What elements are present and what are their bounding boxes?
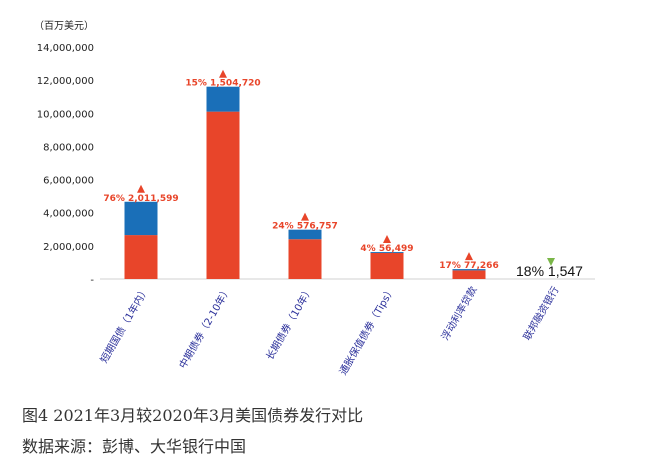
- y-tick-label: 14,000,000: [37, 43, 94, 54]
- y-tick-label: 6,000,000: [43, 176, 94, 187]
- category-label: 中期债券（2-10年）: [176, 284, 234, 371]
- bar-increase-segment: [124, 201, 158, 236]
- bar-increase-segment: [288, 229, 322, 240]
- bar-base-segment: [370, 252, 404, 279]
- category-label: 联邦融资银行: [520, 284, 561, 342]
- bar-base-segment: [288, 239, 322, 279]
- increase-arrow-icon: [137, 184, 145, 193]
- decrease-arrow-icon: [547, 258, 555, 266]
- bar-base-segment: [452, 270, 486, 279]
- increase-arrow-icon: [465, 252, 473, 261]
- category-label: 长期债券（10年）: [263, 284, 316, 362]
- y-tick-label: 12,000,000: [37, 76, 94, 87]
- bar-chart: （百万美元） 14,000,000 12,000,000 10,000,000 8,0…: [34, 19, 595, 377]
- y-tick-label: 8,000,000: [43, 142, 94, 153]
- bar-increase-segment: [370, 252, 404, 253]
- bar-increase-segment: [452, 269, 486, 271]
- category-label: 浮动利率贷款: [438, 284, 479, 342]
- y-tick-label: 4,000,000: [43, 209, 94, 220]
- data-label: 18% 1,547: [516, 263, 583, 279]
- data-label: 4% 56,499: [360, 244, 413, 254]
- category-label: 通胀保值债券（Tips）: [336, 284, 397, 377]
- y-tick-label: 10,000,000: [37, 109, 94, 120]
- category-labels: 短期国债（1年内） 中期债券（2-10年） 长期债券（10年） 通胀保值债券（Tips…: [97, 284, 561, 377]
- y-tick-label: -: [90, 275, 94, 286]
- data-label: 15% 1,504,720: [185, 79, 260, 89]
- data-label: 17% 77,266: [439, 261, 498, 271]
- data-label: 24% 576,757: [272, 222, 338, 232]
- y-axis: 14,000,000 12,000,000 10,000,000 8,000,000 6…: [37, 43, 95, 286]
- increase-arrow-icon: [383, 235, 391, 244]
- category-label: 短期国债（1年内）: [97, 284, 151, 365]
- increase-arrow-icon: [301, 212, 309, 221]
- unit-label: （百万美元）: [34, 19, 94, 32]
- figure-caption: 图4 2021年3月较2020年3月美国债券发行对比: [22, 406, 364, 425]
- bar-base-segment: [206, 111, 240, 279]
- increase-arrow-icon: [219, 69, 227, 78]
- bars: [124, 86, 486, 279]
- y-tick-label: 2,000,000: [43, 242, 94, 253]
- bar-increase-segment: [206, 86, 240, 112]
- bar-base-segment: [124, 235, 158, 279]
- data-source: 数据来源：彭博、大华银行中国: [22, 437, 247, 456]
- data-labels: 76% 2,011,599 15% 1,504,720 24% 576,757 4% …: [103, 69, 583, 279]
- data-label: 76% 2,011,599: [103, 194, 178, 204]
